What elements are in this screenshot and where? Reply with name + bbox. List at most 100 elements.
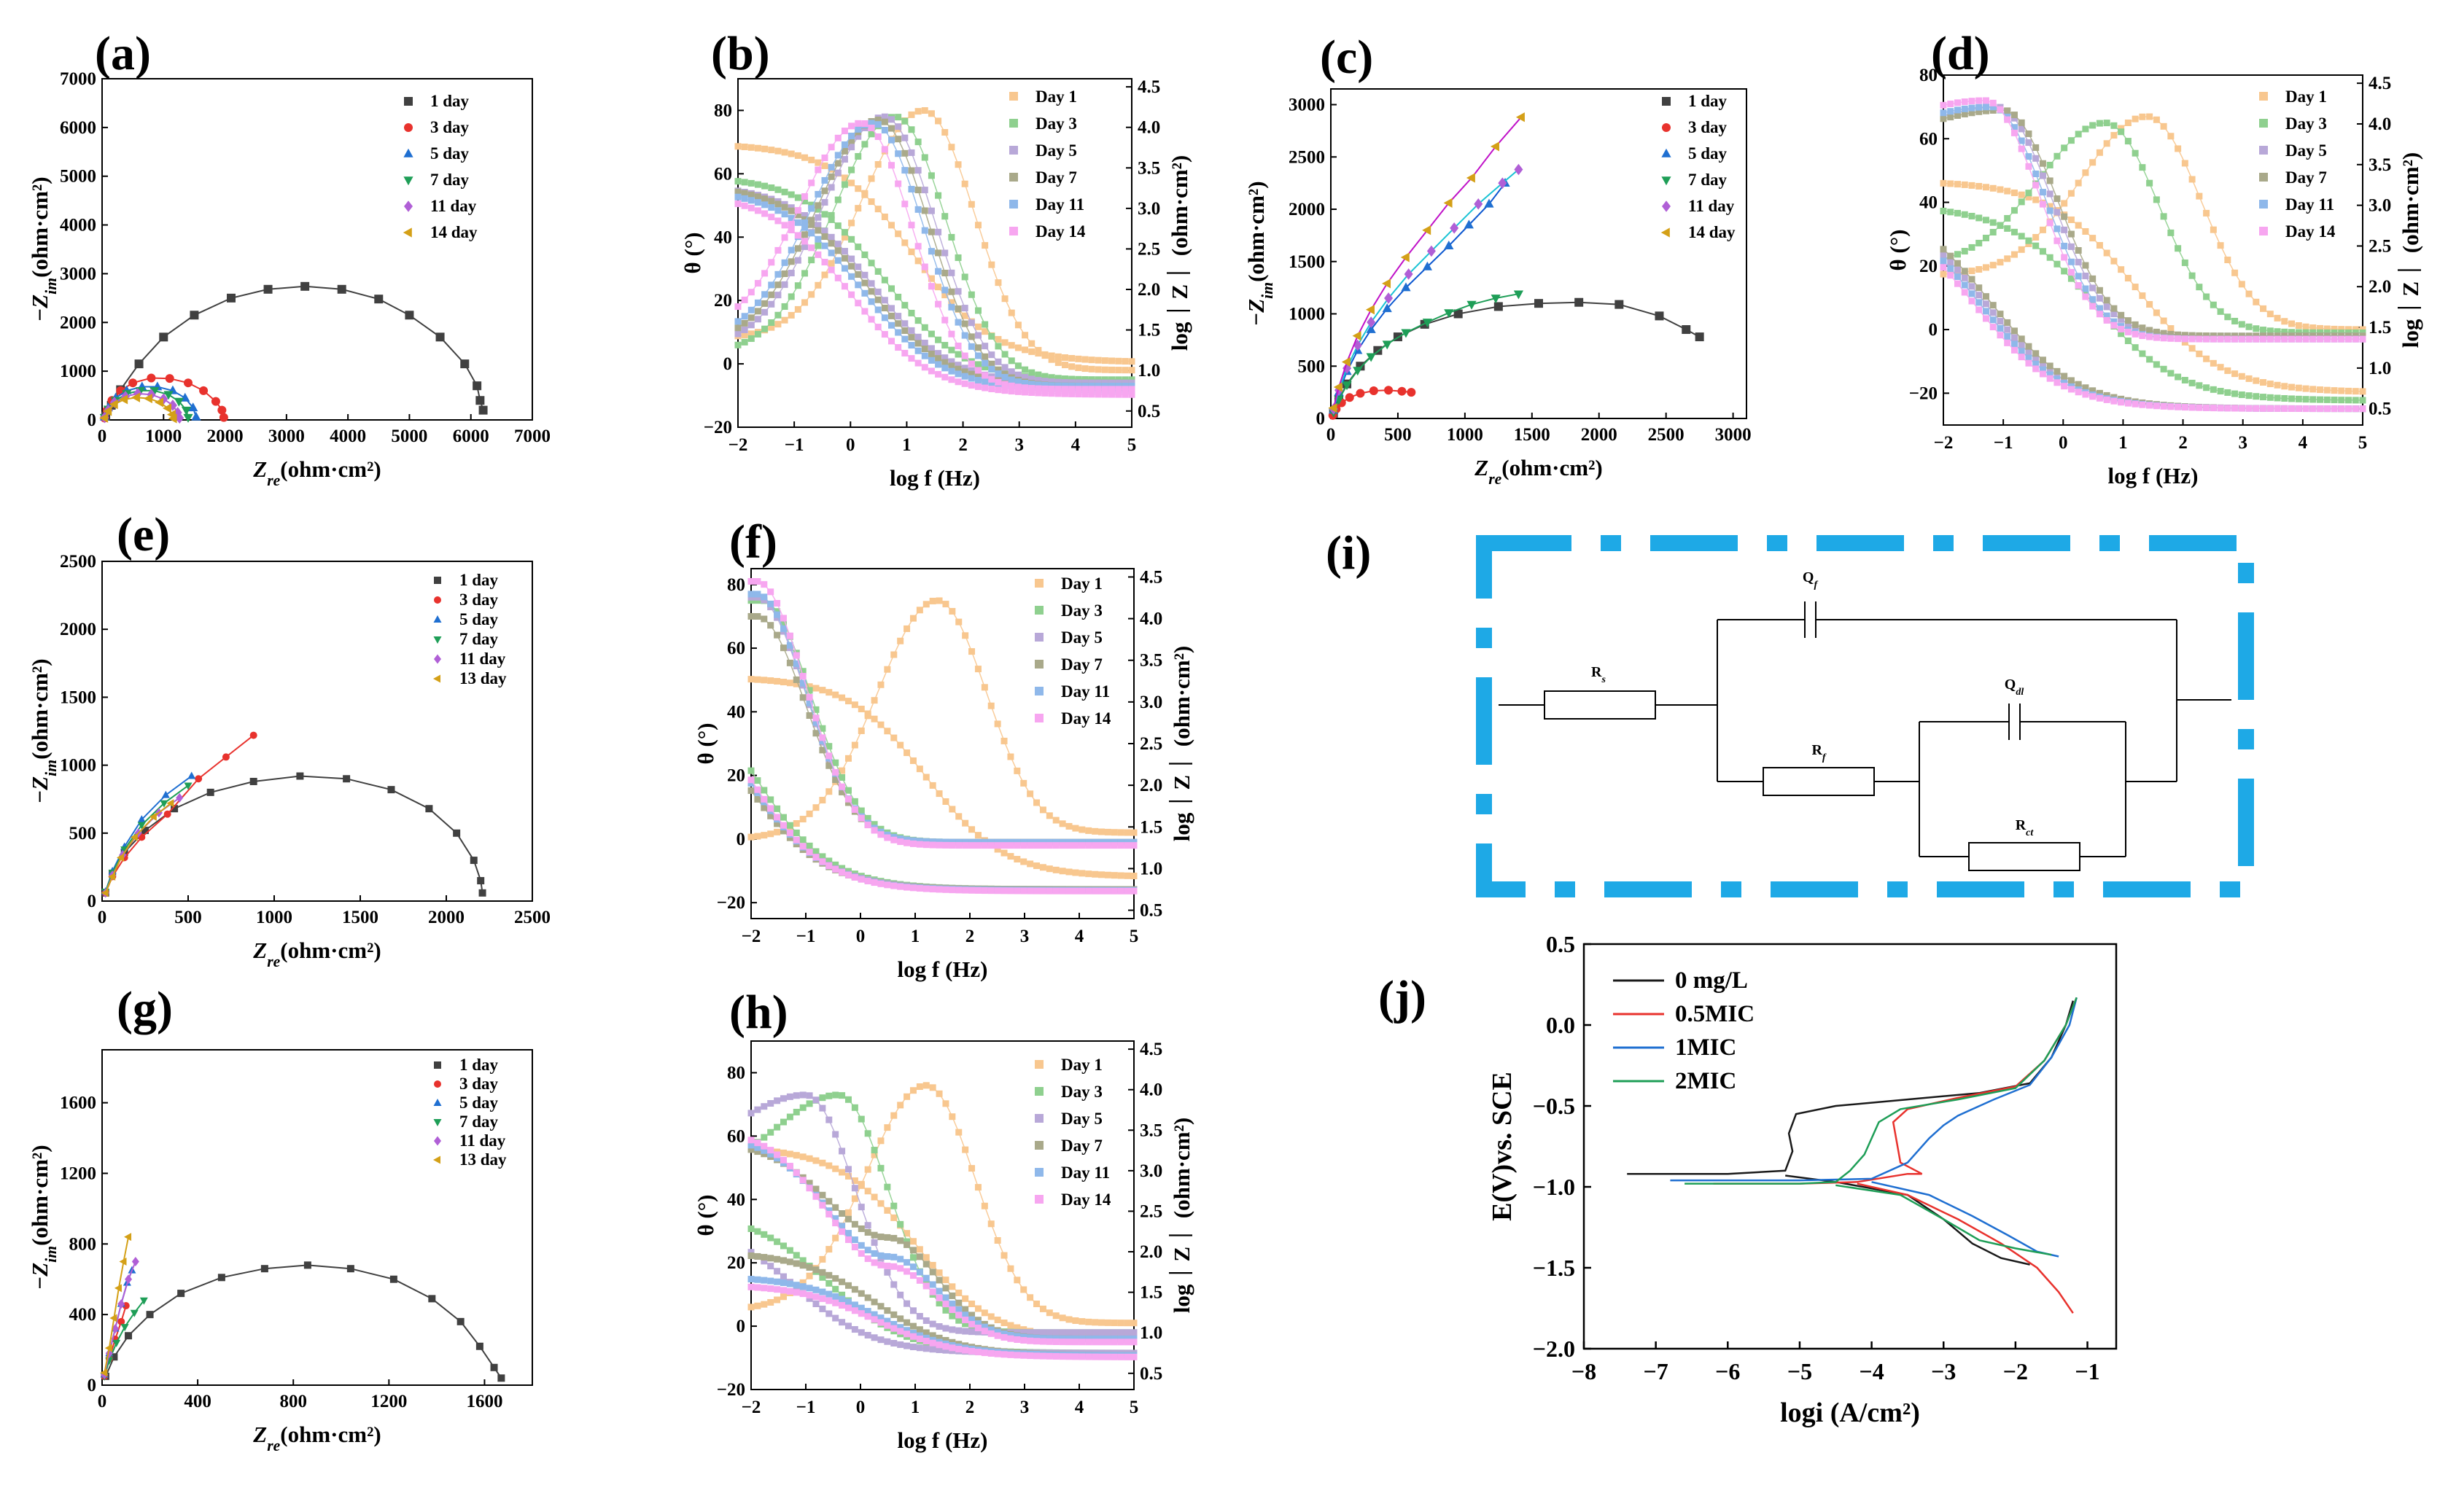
phase-point	[2089, 303, 2097, 310]
phase-point	[864, 814, 871, 822]
modulus-point	[2217, 405, 2224, 412]
phase-point	[2124, 317, 2132, 324]
phase-point	[768, 291, 775, 298]
phase-point	[815, 166, 822, 174]
y-axis-label: θ (°)	[680, 233, 705, 274]
phase-point	[806, 699, 813, 706]
phase-point	[2132, 321, 2139, 328]
y-axis-label: −Zim(ohm·cm²)	[27, 1145, 60, 1290]
modulus-point	[2295, 405, 2302, 413]
phase-point	[786, 1093, 793, 1100]
phase-point	[858, 1204, 865, 1211]
y2-axis-label: log｜Z｜ (ohm·cm²)	[1169, 1118, 1194, 1313]
phase-fit-line	[737, 122, 1132, 387]
series-11-day: 11 day	[101, 1131, 506, 1379]
modulus-point	[914, 359, 922, 367]
modulus-point	[2061, 383, 2068, 390]
modulus-point	[1075, 355, 1082, 362]
data-point	[199, 386, 209, 395]
phase-point	[864, 1130, 871, 1137]
legend-marker	[434, 1061, 441, 1069]
modulus-point	[1061, 390, 1068, 397]
phase-point	[774, 828, 781, 835]
phase-point	[821, 176, 828, 184]
phase-point	[855, 125, 862, 133]
modulus-point	[2039, 370, 2046, 378]
phase-point	[994, 1328, 1001, 1336]
y2-tick-label: 3.0	[1138, 199, 1160, 219]
modulus-point	[2010, 346, 2018, 354]
phase-point	[2260, 305, 2267, 312]
phase-point	[786, 642, 793, 649]
y-tick-label: 0.5	[1546, 931, 1575, 957]
phase-point	[808, 217, 815, 224]
phase-point	[839, 788, 846, 795]
y-tick-label: 2500	[1289, 147, 1325, 167]
phase-point	[962, 1312, 969, 1319]
y2-tick-label: 0.5	[1140, 1364, 1162, 1384]
modulus-point	[2167, 370, 2175, 377]
modulus-point	[794, 194, 801, 201]
phase-point	[995, 366, 1002, 373]
modulus-point	[877, 721, 885, 728]
phase-point	[982, 242, 989, 249]
cathodic-curve	[1785, 1174, 2030, 1266]
modulus-point	[851, 1286, 858, 1293]
modulus-point	[793, 1152, 800, 1159]
phase-point	[904, 1259, 911, 1266]
modulus-point	[2188, 345, 2196, 352]
modulus-point	[799, 836, 807, 843]
phase-point	[832, 768, 839, 776]
modulus-point	[916, 1336, 923, 1343]
phase-point	[1059, 842, 1066, 849]
modulus-point	[2153, 309, 2160, 316]
phase-point	[848, 132, 855, 139]
fit-line	[104, 784, 189, 892]
circuit-frame	[1476, 535, 2254, 897]
modulus-point	[2010, 228, 2018, 235]
modulus-point	[799, 1262, 807, 1269]
modulus-point	[825, 1297, 833, 1304]
phase-point	[819, 1255, 826, 1263]
phase-point	[741, 326, 748, 333]
modulus-point	[1108, 391, 1116, 398]
x-tick-label: 0	[98, 1392, 107, 1411]
modulus-point	[780, 1273, 787, 1280]
phase-point	[2352, 326, 2359, 333]
phase-point	[871, 827, 878, 834]
data-point	[175, 412, 184, 424]
phase-point	[2196, 284, 2203, 291]
data-point	[470, 857, 478, 865]
phase-point	[788, 269, 795, 276]
phase-point	[1111, 842, 1118, 849]
phase-point	[904, 1093, 911, 1100]
modulus-point	[2196, 382, 2203, 389]
phase-point	[2238, 321, 2245, 328]
modulus-point	[2010, 189, 2018, 196]
phase-point	[754, 280, 761, 287]
phase-point	[2082, 272, 2089, 279]
phase-point	[761, 325, 769, 332]
legend-label: 5 day	[430, 144, 470, 163]
phase-point	[1001, 381, 1009, 388]
modulus-point	[948, 358, 955, 365]
chart-e: 0 500 1000 1500 2000 250005001000150020002500…	[27, 552, 551, 970]
modulus-point	[851, 701, 858, 709]
modulus-point	[1975, 292, 1983, 299]
x-tick-label: 5000	[391, 426, 427, 446]
modulus-point	[2061, 373, 2068, 380]
modulus-point	[2004, 225, 2011, 232]
modulus-point	[884, 1338, 891, 1345]
modulus-point	[1954, 260, 1961, 267]
legend-label: 1 day	[459, 1056, 499, 1074]
phase-point	[1085, 842, 1092, 849]
data-point	[141, 827, 149, 835]
modulus-point	[955, 351, 962, 358]
modulus-point	[909, 1322, 917, 1330]
y-tick-label: 2000	[1289, 200, 1325, 219]
phase-point	[1014, 362, 1022, 370]
modulus-point	[812, 1157, 820, 1164]
phase-point	[1947, 108, 1954, 115]
phase-point	[812, 804, 820, 811]
phase-point	[747, 577, 755, 585]
